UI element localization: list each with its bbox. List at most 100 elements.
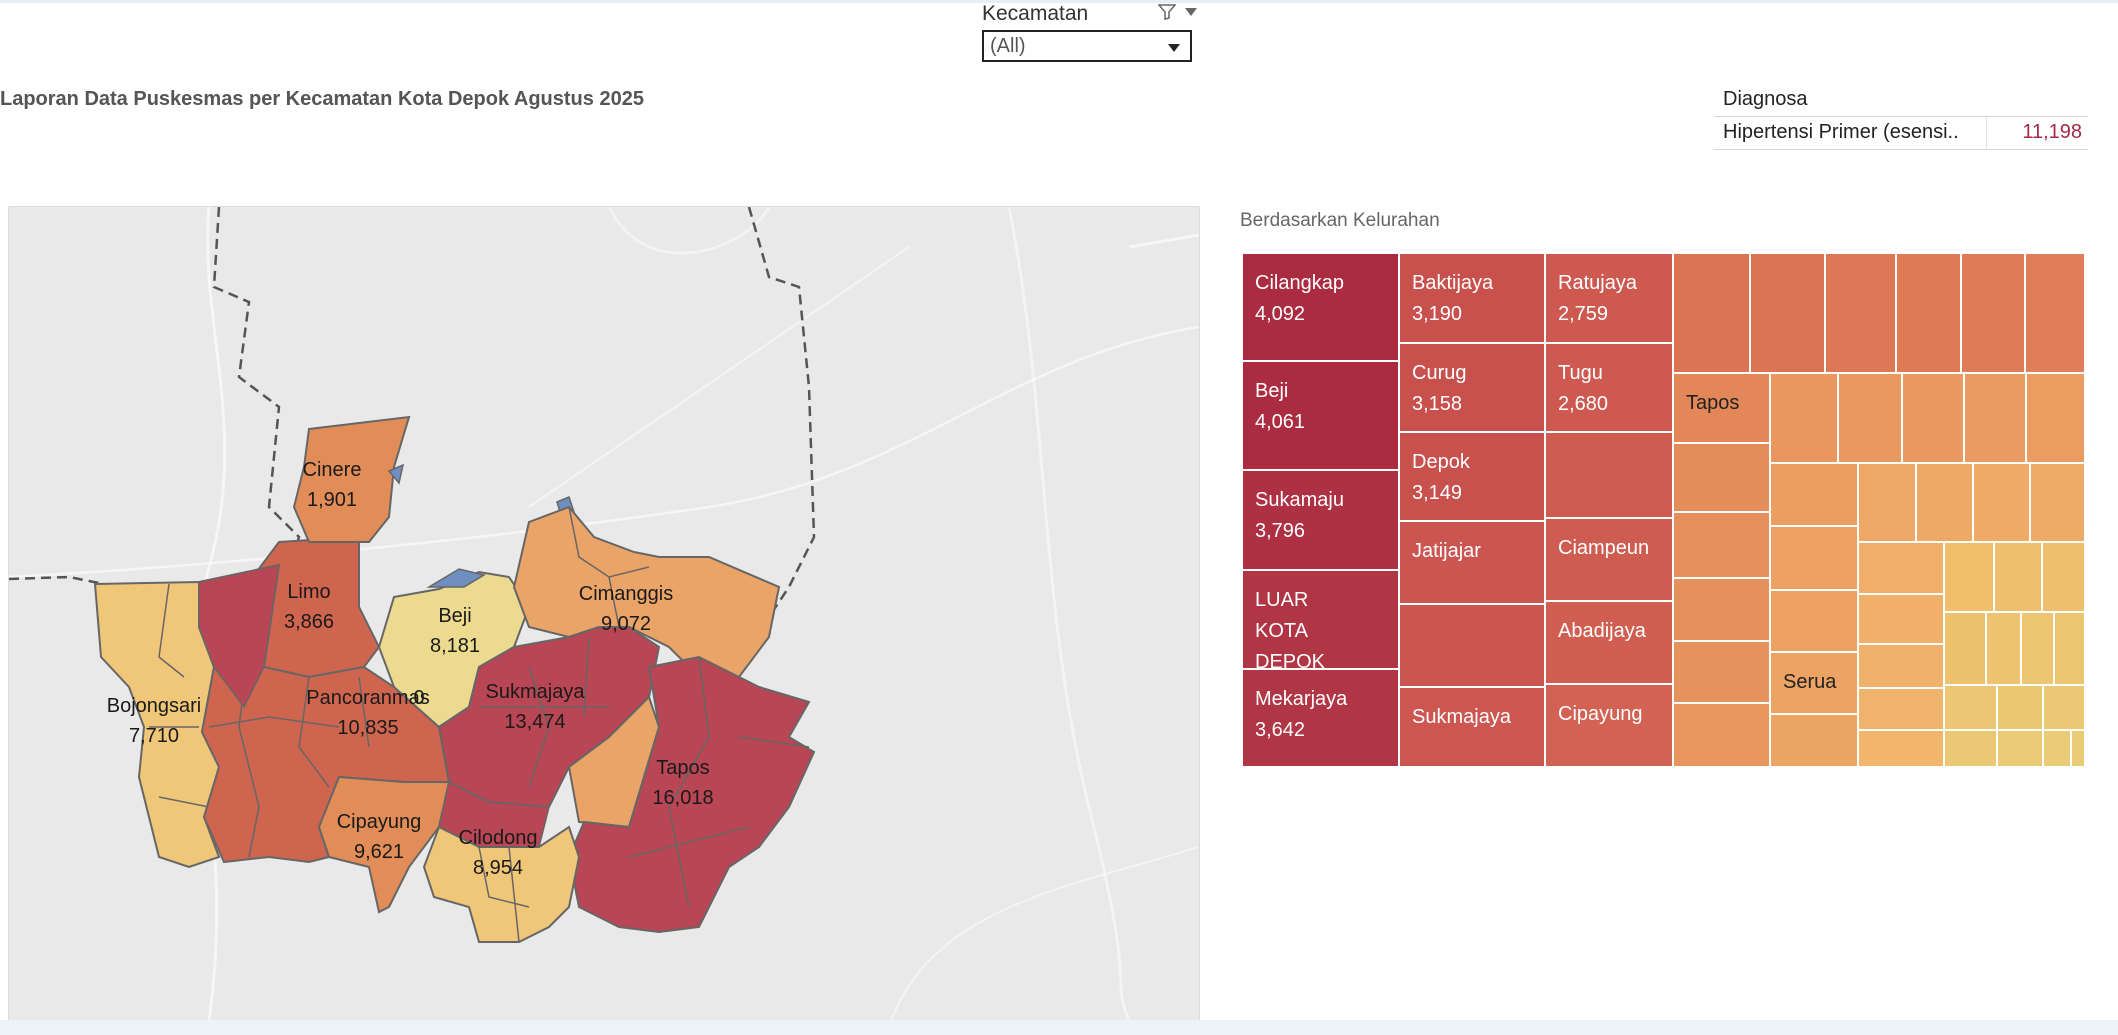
treemap-tile-sukamaju[interactable]: Sukamaju 3,796 — [1242, 470, 1399, 570]
map-label-limo: Limo 3,866 — [283, 581, 335, 633]
treemap-tile[interactable] — [1770, 463, 1858, 526]
treemap-tile[interactable] — [2021, 612, 2054, 685]
lake-water — [426, 568, 486, 588]
treemap-tile[interactable] — [2054, 612, 2085, 685]
treemap-tile[interactable] — [1858, 730, 1944, 767]
treemap-tile[interactable] — [1825, 253, 1896, 373]
legend-item-value: 11,198 — [2022, 121, 2082, 143]
treemap-tile[interactable] — [1896, 253, 1961, 373]
treemap-tile[interactable] — [1944, 612, 1986, 685]
treemap-tile[interactable] — [1770, 714, 1858, 767]
district-tapos — [567, 655, 816, 934]
treemap-tile[interactable] — [1673, 512, 1770, 578]
kecamatan-filter[interactable]: Kecamatan (All) — [982, 0, 1198, 68]
treemap-tile[interactable] — [1770, 590, 1858, 652]
treemap-tile-luar-kota-depok[interactable]: LUAR KOTA DEPOK — [1242, 570, 1399, 669]
treemap-tile[interactable] — [1997, 730, 2043, 767]
treemap-tile[interactable] — [1673, 578, 1770, 641]
map-label-bojongsari: Bojongsari 7,710 — [106, 695, 202, 747]
treemap-tile[interactable] — [1973, 463, 2030, 542]
map-label-zero: 0 — [413, 687, 425, 709]
treemap-tile[interactable] — [1858, 688, 1944, 730]
treemap-tile[interactable] — [2071, 730, 2085, 767]
treemap-tile[interactable] — [1858, 644, 1944, 688]
district-pancoranmas-dark — [198, 564, 280, 709]
treemap-tile[interactable] — [2030, 463, 2085, 542]
map-road-line — [9, 325, 1199, 579]
treemap-tile-depok[interactable]: Depok 3,149 — [1399, 432, 1545, 521]
dropdown-arrow-icon[interactable] — [1184, 7, 1198, 17]
treemap-tile[interactable] — [2025, 253, 2085, 373]
treemap-tile[interactable] — [1986, 612, 2021, 685]
filter-title: Kecamatan — [982, 2, 1089, 25]
map-road-line — [890, 846, 1199, 1021]
treemap-tile[interactable] — [2042, 542, 2085, 612]
treemap-tile-abadijaya[interactable]: Abadijaya — [1545, 601, 1673, 684]
treemap-tile[interactable] — [1994, 542, 2042, 612]
treemap-tile[interactable] — [1964, 373, 2026, 463]
map-road-line — [1128, 233, 1199, 249]
funnel-icon[interactable] — [1158, 4, 1176, 20]
treemap-tile[interactable] — [1944, 542, 1994, 612]
treemap-tile-curug[interactable]: Curug 3,158 — [1399, 343, 1545, 432]
top-border — [0, 0, 2118, 3]
treemap-tile-cilangkap[interactable]: Cilangkap 4,092 — [1242, 253, 1399, 361]
legend-item-label: Hipertensi Primer (esensi.. — [1723, 121, 1959, 143]
treemap-tile-baktijaya[interactable]: Baktijaya 3,190 — [1399, 253, 1545, 343]
treemap-tile-beji[interactable]: Beji 4,061 — [1242, 361, 1399, 470]
treemap-tile[interactable] — [1838, 373, 1902, 463]
district-boundary — [479, 636, 609, 788]
map-road-line — [607, 207, 771, 255]
treemap-tile[interactable] — [1673, 703, 1770, 767]
treemap-tile[interactable] — [1944, 685, 1997, 730]
treemap-tile-cipayung[interactable]: Cipayung — [1545, 684, 1673, 767]
treemap-tile[interactable] — [1770, 526, 1858, 590]
treemap-tile[interactable] — [1673, 253, 1750, 373]
treemap-tile-tapos[interactable]: Tapos — [1673, 373, 1770, 443]
legend-item[interactable]: Hipertensi Primer (esensi.. 11,198 — [1714, 117, 2088, 150]
map-road-line — [528, 246, 910, 508]
treemap-tile-ciampeun[interactable]: Ciampeun — [1545, 518, 1673, 601]
treemap-tile[interactable] — [2043, 730, 2071, 767]
district-boundary — [628, 656, 810, 908]
treemap-tile-jatijajar[interactable]: Jatijajar — [1399, 521, 1545, 604]
choropleth-map[interactable]: Cinere 1,901 Limo 3,866 Beji 8,181 Cimanggi… — [8, 206, 1200, 1022]
treemap-tile[interactable] — [1750, 253, 1825, 373]
treemap-tile[interactable] — [1673, 641, 1770, 703]
treemap-tile[interactable] — [1673, 443, 1770, 512]
treemap-tile[interactable] — [2026, 373, 2085, 463]
kelurahan-treemap[interactable]: Cilangkap 4,092 Beji 4,061 Sukamaju 3,796 L… — [1242, 253, 2085, 767]
treemap-tile-ratujaya[interactable]: Ratujaya 2,759 — [1545, 253, 1673, 343]
map-label-sukmajaya: Sukmajaya 13,474 — [485, 681, 585, 733]
district-cilodong — [422, 825, 581, 943]
treemap-tile[interactable] — [1997, 685, 2043, 730]
chevron-down-icon — [1168, 44, 1180, 52]
treemap-tile[interactable] — [1858, 542, 1944, 594]
treemap-tile[interactable] — [1902, 373, 1964, 463]
legend-divider — [1986, 117, 1987, 149]
map-canvas — [9, 207, 1199, 1021]
treemap-tile-mekarjaya[interactable]: Mekarjaya 3,642 — [1242, 669, 1399, 767]
bottom-bar — [0, 1020, 2118, 1035]
treemap-tile[interactable] — [2043, 685, 2085, 730]
treemap-tile[interactable] — [1944, 730, 1997, 767]
treemap-tile-sukmajaya[interactable]: Sukmajaya — [1399, 687, 1545, 767]
district-boundary — [478, 846, 530, 943]
treemap-tile[interactable] — [1961, 253, 2025, 373]
treemap-tile[interactable] — [1770, 373, 1838, 463]
treemap-tile[interactable] — [1858, 594, 1944, 644]
diagnosa-legend: Diagnosa Hipertensi Primer (esensi.. 11,… — [1714, 86, 2088, 150]
map-label-tapos: Tapos 16,018 — [652, 757, 714, 809]
treemap-tile[interactable] — [1399, 604, 1545, 687]
treemap-tile-serua[interactable]: Serua — [1770, 652, 1858, 714]
kecamatan-select[interactable]: (All) — [982, 30, 1192, 62]
treemap-tile[interactable] — [1858, 463, 1916, 542]
district-cipayung — [317, 775, 451, 914]
legend-header: Diagnosa — [1714, 86, 2088, 117]
kecamatan-select-value: (All) — [990, 35, 1026, 57]
treemap-tile-tugu[interactable]: Tugu 2,680 — [1545, 343, 1673, 432]
filter-icons — [1158, 4, 1198, 20]
treemap-tile[interactable] — [1545, 432, 1673, 518]
treemap-tile[interactable] — [1916, 463, 1973, 542]
map-label-cipayung: Cipayung 9,621 — [336, 811, 422, 863]
